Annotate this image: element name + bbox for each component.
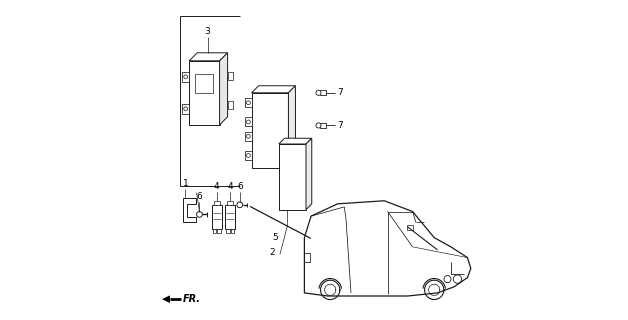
Bar (252, 93, 288, 168)
Polygon shape (306, 138, 311, 210)
Circle shape (316, 90, 321, 95)
Bar (231, 229, 234, 233)
Bar (245, 117, 252, 126)
Circle shape (316, 123, 321, 128)
Polygon shape (220, 53, 227, 125)
Text: 6: 6 (237, 182, 242, 191)
Bar (213, 229, 216, 233)
Text: 5: 5 (273, 233, 278, 242)
Text: 3: 3 (205, 27, 210, 36)
Circle shape (184, 75, 188, 79)
Circle shape (246, 154, 251, 157)
Text: 1: 1 (183, 179, 188, 188)
Bar (227, 201, 234, 205)
Bar (214, 201, 220, 205)
Text: 2: 2 (269, 248, 275, 257)
Bar (305, 253, 310, 262)
Text: 7: 7 (337, 121, 343, 130)
Bar (245, 98, 252, 107)
Bar (227, 101, 234, 109)
Text: 7: 7 (337, 88, 343, 97)
Polygon shape (162, 295, 170, 303)
Bar (212, 205, 222, 229)
Circle shape (197, 212, 202, 217)
Polygon shape (252, 86, 295, 93)
Text: 4: 4 (214, 182, 220, 191)
Text: FR.: FR. (183, 294, 201, 304)
Bar (245, 132, 252, 141)
Bar (226, 229, 229, 233)
Bar (189, 61, 220, 125)
Bar (320, 123, 325, 128)
Bar (182, 104, 189, 114)
Bar (182, 72, 189, 82)
Bar (217, 229, 220, 233)
Text: 6: 6 (197, 192, 202, 201)
Bar (245, 151, 252, 160)
Polygon shape (288, 86, 295, 168)
Circle shape (246, 134, 251, 138)
Bar (227, 72, 234, 80)
Circle shape (453, 275, 462, 283)
Bar (225, 205, 236, 229)
Polygon shape (183, 198, 195, 222)
Polygon shape (189, 53, 227, 61)
Bar (320, 90, 325, 95)
Circle shape (246, 120, 251, 124)
Circle shape (444, 276, 451, 283)
Bar (195, 74, 212, 93)
Circle shape (246, 101, 251, 105)
Bar (407, 225, 413, 230)
Polygon shape (279, 138, 311, 144)
Text: 4: 4 (227, 182, 233, 191)
Circle shape (237, 202, 242, 208)
Circle shape (184, 107, 188, 111)
Bar (279, 144, 306, 210)
